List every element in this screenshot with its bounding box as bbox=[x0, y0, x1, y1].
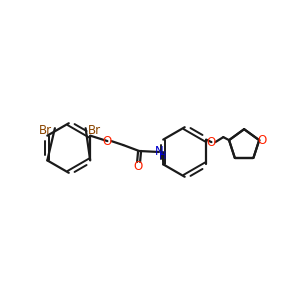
Text: O: O bbox=[257, 134, 267, 147]
Text: O: O bbox=[207, 136, 216, 148]
Text: Br: Br bbox=[88, 124, 101, 137]
Text: Br: Br bbox=[39, 124, 52, 137]
Text: H: H bbox=[159, 151, 167, 161]
Text: O: O bbox=[134, 160, 143, 173]
Text: O: O bbox=[103, 135, 112, 148]
Text: N: N bbox=[154, 146, 163, 158]
